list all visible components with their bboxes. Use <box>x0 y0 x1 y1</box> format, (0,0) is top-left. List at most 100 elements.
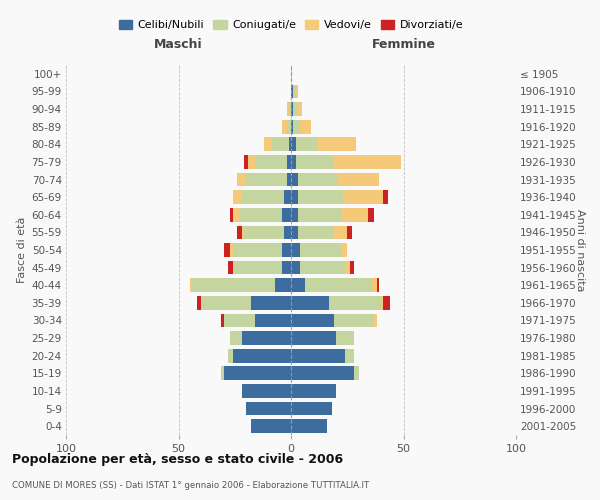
Bar <box>221 366 223 380</box>
Bar <box>244 155 248 169</box>
Bar <box>334 226 347 239</box>
Bar <box>291 120 293 134</box>
Bar <box>282 260 291 274</box>
Bar <box>192 278 275 292</box>
Bar <box>318 138 356 151</box>
Bar <box>291 243 300 257</box>
Bar <box>241 331 291 345</box>
Bar <box>190 278 192 292</box>
Bar <box>349 260 354 274</box>
Bar <box>296 138 318 151</box>
Y-axis label: Fasce di età: Fasce di età <box>17 217 28 283</box>
Bar <box>347 226 352 239</box>
Text: COMUNE DI MORES (SS) - Dati ISTAT 1° gennaio 2006 - Elaborazione TUTTITALIA.IT: COMUNE DI MORES (SS) - Dati ISTAT 1° gen… <box>12 480 369 490</box>
Bar <box>291 260 300 274</box>
Y-axis label: Anni di nascita: Anni di nascita <box>575 209 585 291</box>
Text: Maschi: Maschi <box>154 38 203 51</box>
Bar <box>284 226 291 239</box>
Bar <box>291 102 293 116</box>
Bar <box>233 349 291 362</box>
Text: Popolazione per età, sesso e stato civile - 2006: Popolazione per età, sesso e stato civil… <box>12 452 343 466</box>
Bar <box>230 208 233 222</box>
Bar <box>239 208 282 222</box>
Bar <box>293 84 296 98</box>
Bar <box>271 138 289 151</box>
Bar <box>354 366 359 380</box>
Bar <box>197 296 201 310</box>
Bar <box>367 208 374 222</box>
Bar <box>233 190 241 204</box>
Bar <box>237 172 246 186</box>
Bar <box>241 190 284 204</box>
Bar <box>237 226 241 239</box>
Bar <box>338 172 379 186</box>
Bar <box>233 243 282 257</box>
Bar <box>251 296 291 310</box>
Bar <box>223 366 291 380</box>
Bar <box>246 402 291 415</box>
Bar <box>291 366 354 380</box>
Bar <box>291 190 298 204</box>
Bar <box>221 314 223 328</box>
Bar <box>251 420 291 433</box>
Bar <box>291 155 296 169</box>
Bar <box>282 120 287 134</box>
Bar <box>296 155 334 169</box>
Bar <box>291 172 298 186</box>
Bar <box>374 314 377 328</box>
Bar <box>248 155 255 169</box>
Bar <box>289 138 291 151</box>
Bar <box>287 172 291 186</box>
Bar <box>244 226 284 239</box>
Bar <box>305 278 372 292</box>
Bar <box>341 243 347 257</box>
Bar <box>345 260 349 274</box>
Bar <box>300 260 345 274</box>
Bar <box>228 349 233 362</box>
Bar <box>282 243 291 257</box>
Bar <box>255 314 291 328</box>
Bar <box>383 190 388 204</box>
Bar <box>336 331 354 345</box>
Bar <box>241 384 291 398</box>
Bar <box>298 208 341 222</box>
Bar <box>372 278 377 292</box>
Bar <box>289 102 291 116</box>
Bar <box>345 349 354 362</box>
Bar <box>291 331 336 345</box>
Bar <box>300 243 341 257</box>
Bar <box>341 208 367 222</box>
Bar <box>264 138 271 151</box>
Bar <box>291 278 305 292</box>
Bar <box>343 190 383 204</box>
Bar <box>291 349 345 362</box>
Bar <box>291 208 298 222</box>
Bar <box>293 120 300 134</box>
Bar <box>291 226 298 239</box>
Bar <box>300 120 311 134</box>
Bar <box>223 314 255 328</box>
Bar <box>291 84 293 98</box>
Bar <box>291 296 329 310</box>
Bar <box>230 331 241 345</box>
Bar <box>381 296 383 310</box>
Bar <box>296 84 298 98</box>
Bar <box>298 190 343 204</box>
Bar <box>228 260 233 274</box>
Bar <box>334 314 374 328</box>
Bar <box>230 243 233 257</box>
Bar <box>201 296 251 310</box>
Bar <box>291 402 331 415</box>
Bar <box>298 226 334 239</box>
Bar <box>329 296 381 310</box>
Bar <box>293 102 298 116</box>
Bar <box>334 155 401 169</box>
Bar <box>377 278 379 292</box>
Bar <box>282 208 291 222</box>
Bar <box>298 102 302 116</box>
Bar <box>287 120 291 134</box>
Bar <box>255 155 287 169</box>
Bar <box>291 314 334 328</box>
Bar <box>291 384 336 398</box>
Bar <box>233 208 239 222</box>
